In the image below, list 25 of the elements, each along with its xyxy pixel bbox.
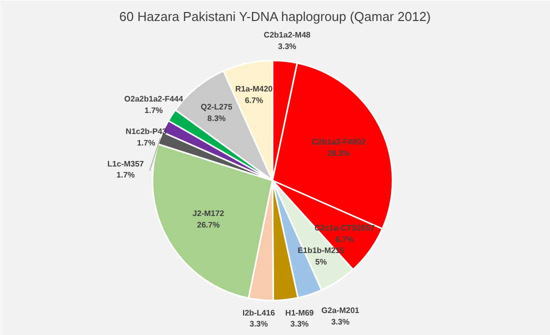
data-label: 1.7% xyxy=(137,138,156,148)
slice-label: H1-M69 xyxy=(285,308,314,318)
data-label: 5% xyxy=(315,257,327,266)
data-label: 3.3% xyxy=(250,320,268,329)
data-label: 1.7% xyxy=(116,170,135,180)
slice-label: G2a-M201 xyxy=(321,306,360,316)
data-label: 1.7% xyxy=(144,106,163,115)
slice-label: C2b1a3-F4002 xyxy=(312,138,366,147)
slice-label: N1c2b-P43 xyxy=(126,126,168,136)
slice-label: R1a-M420 xyxy=(235,84,274,94)
data-label: 6.7% xyxy=(335,234,354,244)
slice-label: Q2-L275 xyxy=(200,102,233,112)
slice-label: O2a2b1a2-F444 xyxy=(124,94,184,104)
slice-label: L1c-M357 xyxy=(107,159,144,168)
data-label: 3.3% xyxy=(290,320,309,329)
slice-label: I2b-L416 xyxy=(242,308,276,318)
data-label: 3.3% xyxy=(278,42,296,52)
data-label: 6.7% xyxy=(244,96,264,106)
slice-label: J2-M172 xyxy=(192,209,225,218)
data-label: 26.7% xyxy=(197,220,220,230)
slice-label: C2b1a2-M48 xyxy=(264,30,312,40)
data-label: 28.3% xyxy=(327,148,350,158)
data-label: 8.3% xyxy=(207,114,226,123)
chart-title: 60 Hazara Pakistani Y-DNA haplogroup (Qamar 2012) xyxy=(119,9,431,24)
data-label: 3.3% xyxy=(331,317,350,326)
